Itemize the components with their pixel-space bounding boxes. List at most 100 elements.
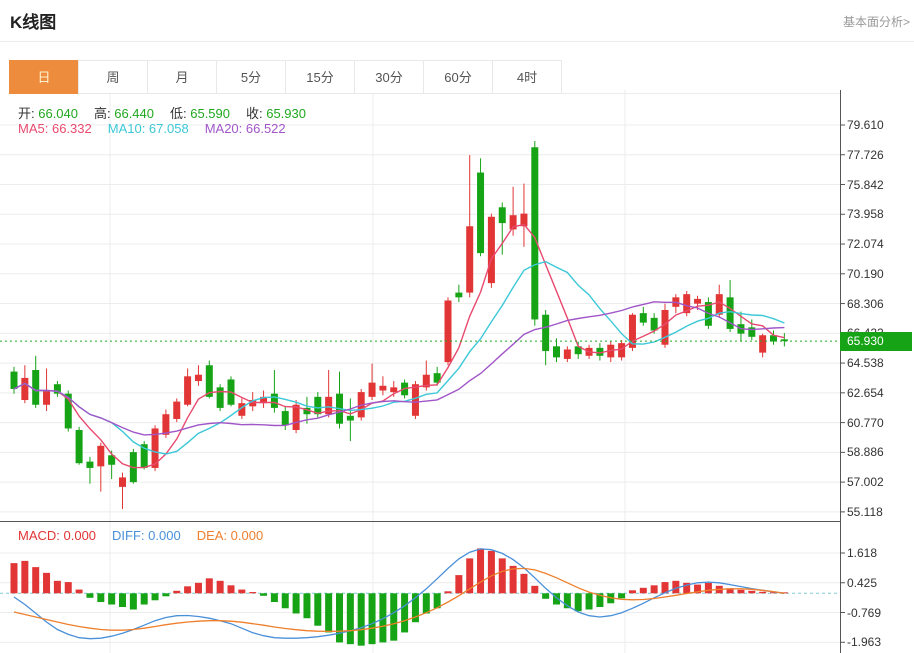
candle-body <box>238 403 246 416</box>
candle-body <box>21 377 29 401</box>
candle-body <box>487 216 495 284</box>
candle-body <box>379 385 387 391</box>
macd-bar <box>509 565 517 594</box>
macd-bar <box>151 593 159 601</box>
macd-bar <box>672 580 680 594</box>
candle-body <box>390 387 398 393</box>
candle-body <box>531 147 539 320</box>
tabbar-filler <box>561 60 840 94</box>
macd-bar <box>260 593 268 596</box>
candle-body <box>184 376 192 405</box>
stat-item: MA10: 67.058 <box>107 121 189 136</box>
macd-bar <box>379 593 387 643</box>
macd-bar <box>770 592 777 594</box>
price-tick-label: 72.074 <box>847 237 884 252</box>
macd-bar <box>498 558 506 594</box>
candlestick-series <box>10 140 788 510</box>
macd-row: MACD: 0.000 DIFF: 0.000 DEA: 0.000 <box>18 528 279 543</box>
macd-bar <box>477 548 485 594</box>
tab-interval-5[interactable]: 30分 <box>354 60 424 94</box>
stat-item: MACD: 0.000 <box>18 528 97 543</box>
axis-lines <box>0 90 845 653</box>
price-tick-label: 73.958 <box>847 207 884 222</box>
macd-bar <box>216 580 224 594</box>
dea-line <box>13 567 785 633</box>
macd-bar <box>455 575 463 594</box>
macd-bar <box>466 558 474 594</box>
macd-bar <box>108 593 116 605</box>
candle-body <box>260 396 268 404</box>
tab-interval-4[interactable]: 15分 <box>285 60 355 94</box>
candle-body <box>75 430 83 464</box>
header-divider <box>0 41 914 42</box>
macd-bar <box>563 593 571 609</box>
macd-bar <box>542 593 550 599</box>
candle-body <box>216 387 224 408</box>
macd-bar <box>97 593 105 603</box>
candle-body <box>281 411 289 426</box>
candle-body <box>628 314 636 348</box>
diff-line <box>13 548 785 640</box>
macd-bar <box>325 593 333 633</box>
macd-bar <box>553 593 560 605</box>
candle-body <box>444 300 452 363</box>
candle-body <box>346 415 354 421</box>
stat-item: 低: 65.590 <box>170 106 230 121</box>
tab-interval-0[interactable]: 日 <box>9 60 79 94</box>
tab-interval-7[interactable]: 4时 <box>492 60 562 94</box>
candle-body <box>661 309 669 345</box>
candle-body <box>433 373 441 383</box>
tab-interval-1[interactable]: 周 <box>78 60 148 94</box>
candle-body <box>303 407 311 415</box>
candle-body <box>119 477 126 487</box>
candle-body <box>194 374 202 382</box>
macd-tick-label: 1.618 <box>847 546 878 560</box>
macd-bar <box>661 582 669 594</box>
macd-bar <box>119 593 126 608</box>
macd-bar <box>704 582 712 594</box>
macd-bar <box>227 585 235 594</box>
candle-body <box>162 414 170 435</box>
price-tick-label: 68.306 <box>847 296 884 311</box>
macd-tick-label: -0.769 <box>847 605 882 620</box>
tab-interval-3[interactable]: 5分 <box>216 60 286 94</box>
candle-body <box>86 461 94 468</box>
macd-bar <box>401 593 409 633</box>
candle-body <box>563 349 571 359</box>
fundamental-analysis-link[interactable]: 基本面分析> <box>842 15 910 29</box>
page-title: K线图 <box>10 13 57 32</box>
macd-bar <box>411 593 419 623</box>
macd-bar <box>336 593 343 643</box>
stat-item: DEA: 0.000 <box>196 528 264 543</box>
candle-body <box>520 213 528 227</box>
macd-bar <box>650 585 658 594</box>
candle-body <box>411 384 419 416</box>
tab-interval-2[interactable]: 月 <box>147 60 217 94</box>
candle-body <box>97 445 105 467</box>
price-tick-label: 70.190 <box>847 266 884 281</box>
stat-item: DIFF: 0.000 <box>112 528 181 543</box>
macd-bar <box>21 560 29 594</box>
macd-bar <box>433 593 441 609</box>
macd-bar <box>737 589 745 594</box>
candle-body <box>650 317 658 331</box>
price-tick-label: 64.538 <box>847 356 884 371</box>
macd-histogram <box>10 548 788 646</box>
macd-bar <box>10 563 18 594</box>
candle-body <box>43 390 51 405</box>
price-tick-label: 79.610 <box>847 118 884 132</box>
macd-bar <box>585 593 593 610</box>
candle-body <box>618 343 626 358</box>
price-tick-label: 55.118 <box>847 504 883 519</box>
candle-body <box>498 207 506 224</box>
macd-bar <box>618 593 626 599</box>
macd-bar <box>43 572 51 594</box>
macd-bar <box>281 593 289 609</box>
macd-tick-label: 0.425 <box>847 575 878 590</box>
macd-bar <box>86 593 94 598</box>
macd-bar <box>487 550 495 594</box>
macd-bar <box>694 584 702 594</box>
price-tick-label: 58.886 <box>847 445 884 460</box>
tab-interval-6[interactable]: 60分 <box>423 60 493 94</box>
